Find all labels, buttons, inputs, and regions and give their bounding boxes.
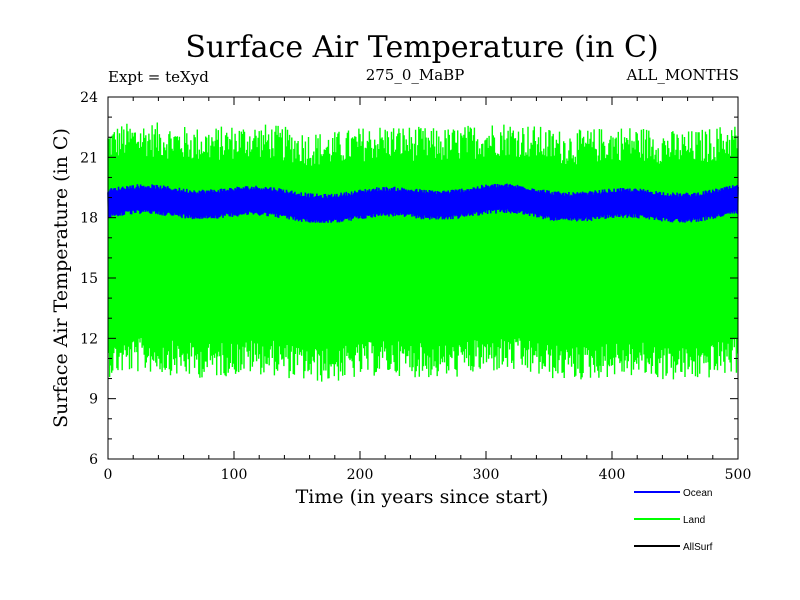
chart-subtitle-right: ALL_MONTHS [626, 66, 739, 84]
chart-title: Surface Air Temperature (in C) [185, 30, 658, 65]
x-tick-label: 0 [104, 467, 113, 483]
legend: Ocean Land AllSurf [634, 488, 713, 553]
y-tick-label: 15 [80, 271, 98, 287]
legend-ocean-label: Ocean [683, 488, 712, 499]
y-tick-label: 24 [80, 90, 98, 106]
series-ocean-line [107, 183, 739, 223]
x-tick-label: 300 [473, 467, 500, 483]
x-tick-label: 400 [599, 467, 626, 483]
x-tick-label: 500 [725, 467, 752, 483]
x-axis-label: Time (in years since start) [296, 486, 549, 508]
y-axis-label: Surface Air Temperature (in C) [50, 128, 72, 428]
y-tick-label: 6 [89, 452, 98, 468]
legend-allsurf-label: AllSurf [683, 542, 713, 553]
legend-land-label: Land [683, 515, 705, 526]
chart-subtitle-left: Expt = teXyd [108, 68, 209, 86]
x-tick-label: 200 [347, 467, 374, 483]
x-tick-label: 100 [221, 467, 248, 483]
y-tick-label: 12 [80, 331, 98, 347]
y-tick-label: 9 [89, 392, 98, 408]
y-tick-label: 21 [80, 150, 98, 166]
series-land-line [107, 122, 739, 382]
y-tick-label: 18 [80, 211, 98, 227]
chart-subtitle-center: 275_0_MaBP [366, 66, 465, 84]
plot-area [107, 122, 739, 382]
